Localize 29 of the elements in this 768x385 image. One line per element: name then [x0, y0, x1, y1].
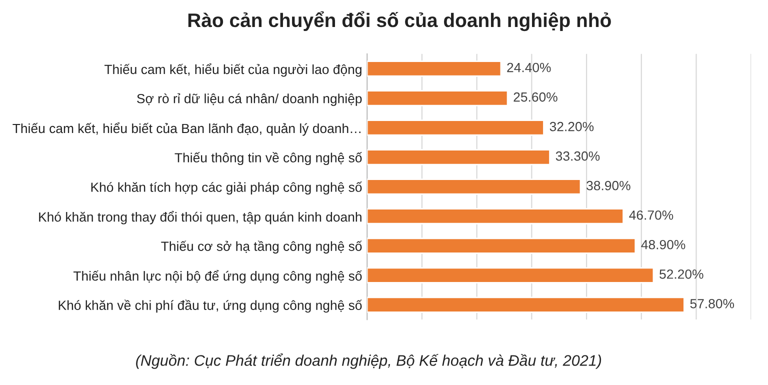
data-label: 25.60% — [514, 92, 558, 102]
y-tick-label: Thiếu thông tin về công nghệ số — [174, 152, 362, 166]
data-label: 32.20% — [550, 122, 594, 132]
data-label: 52.20% — [660, 269, 704, 279]
data-label: 33.30% — [556, 151, 600, 161]
bar — [367, 296, 685, 313]
bar — [367, 178, 582, 195]
y-tick-label: Khó khăn về chi phí đầu tư, ứng dụng công nghệ số — [58, 300, 362, 313]
data-label: 57.80% — [690, 298, 734, 308]
y-tick-label: Khó khăn tích hợp các giải pháp công nghệ số — [91, 182, 362, 195]
y-tick-label: Thiếu cơ sở hạ tầng công nghệ số — [161, 240, 362, 254]
data-label: 46.70% — [629, 210, 674, 220]
bar — [367, 120, 544, 136]
bar — [367, 90, 508, 106]
y-tick-label: Thiếu cam kết, hiểu biết của Ban lãnh đạo, quản lý doanh… — [12, 122, 360, 136]
data-label: 48.90% — [641, 240, 686, 250]
bar — [367, 149, 550, 166]
y-tick-label: Khó khăn trong thay đổi thói quen, tập quán kinh doanh — [39, 210, 362, 224]
bar — [367, 267, 654, 284]
y-tick-label: Thiếu cam kết, hiểu biết của người lao động — [104, 63, 362, 77]
y-tick-label: Thiếu nhân lực nội bộ để ứng dụng công nghệ số — [73, 270, 362, 284]
chart-title: Rào cản chuyển đổi số của doanh nghiệp nhỏ — [188, 11, 611, 32]
bar — [367, 60, 502, 77]
text: (Nguồn: Cục Phát triển doanh nghiệp, Bộ Kế hoạch và Đầu tư, 2021) — [136, 353, 602, 369]
data-label: 38.90% — [586, 180, 630, 190]
bar — [367, 208, 624, 224]
data-label: 24.40% — [507, 62, 551, 72]
bar — [367, 238, 636, 254]
y-tick-label: Sợ rò rỉ dữ liệu cá nhân/ doanh nghiệp — [137, 93, 362, 106]
